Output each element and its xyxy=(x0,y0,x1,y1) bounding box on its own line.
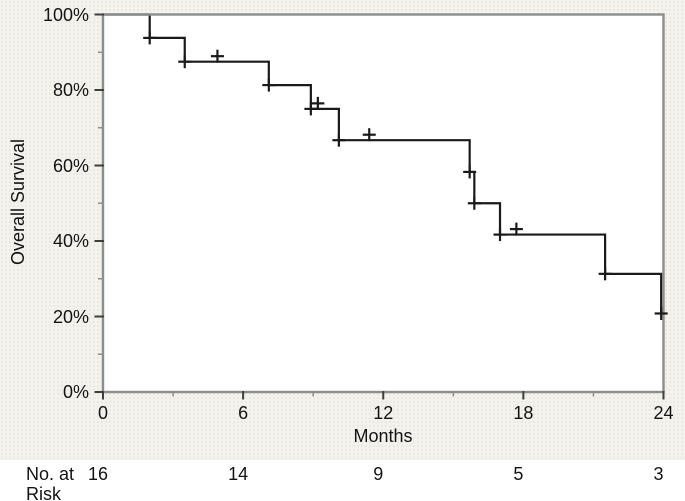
at-risk-label-line2: Risk xyxy=(26,484,61,501)
plot-area xyxy=(103,14,664,392)
x-tick-label: 6 xyxy=(238,403,249,423)
at-risk-count: 9 xyxy=(373,464,384,484)
y-tick-label: 40% xyxy=(52,231,89,251)
x-tick-label: 18 xyxy=(513,403,534,423)
at-risk-count: 5 xyxy=(513,464,524,484)
y-tick-label: 60% xyxy=(52,155,89,176)
at-risk-count: 14 xyxy=(228,464,249,484)
at-risk-count: 16 xyxy=(87,464,109,484)
y-tick-label: 20% xyxy=(52,306,89,327)
y-tick-label: 0% xyxy=(62,382,89,402)
x-axis-title: Months xyxy=(353,426,413,446)
y-axis-title: Overall Survival xyxy=(8,138,28,266)
x-tick-label: 0 xyxy=(97,403,108,423)
km-chart-canvas xyxy=(94,13,668,400)
x-tick-label: 24 xyxy=(653,403,674,423)
at-risk-count: 3 xyxy=(653,464,664,484)
y-tick-label: 100% xyxy=(42,4,89,25)
y-tick-label: 80% xyxy=(52,80,89,100)
km-survival-curve xyxy=(103,13,664,315)
at-risk-label-line1: No. at xyxy=(26,464,75,484)
x-tick-label: 12 xyxy=(373,403,394,423)
